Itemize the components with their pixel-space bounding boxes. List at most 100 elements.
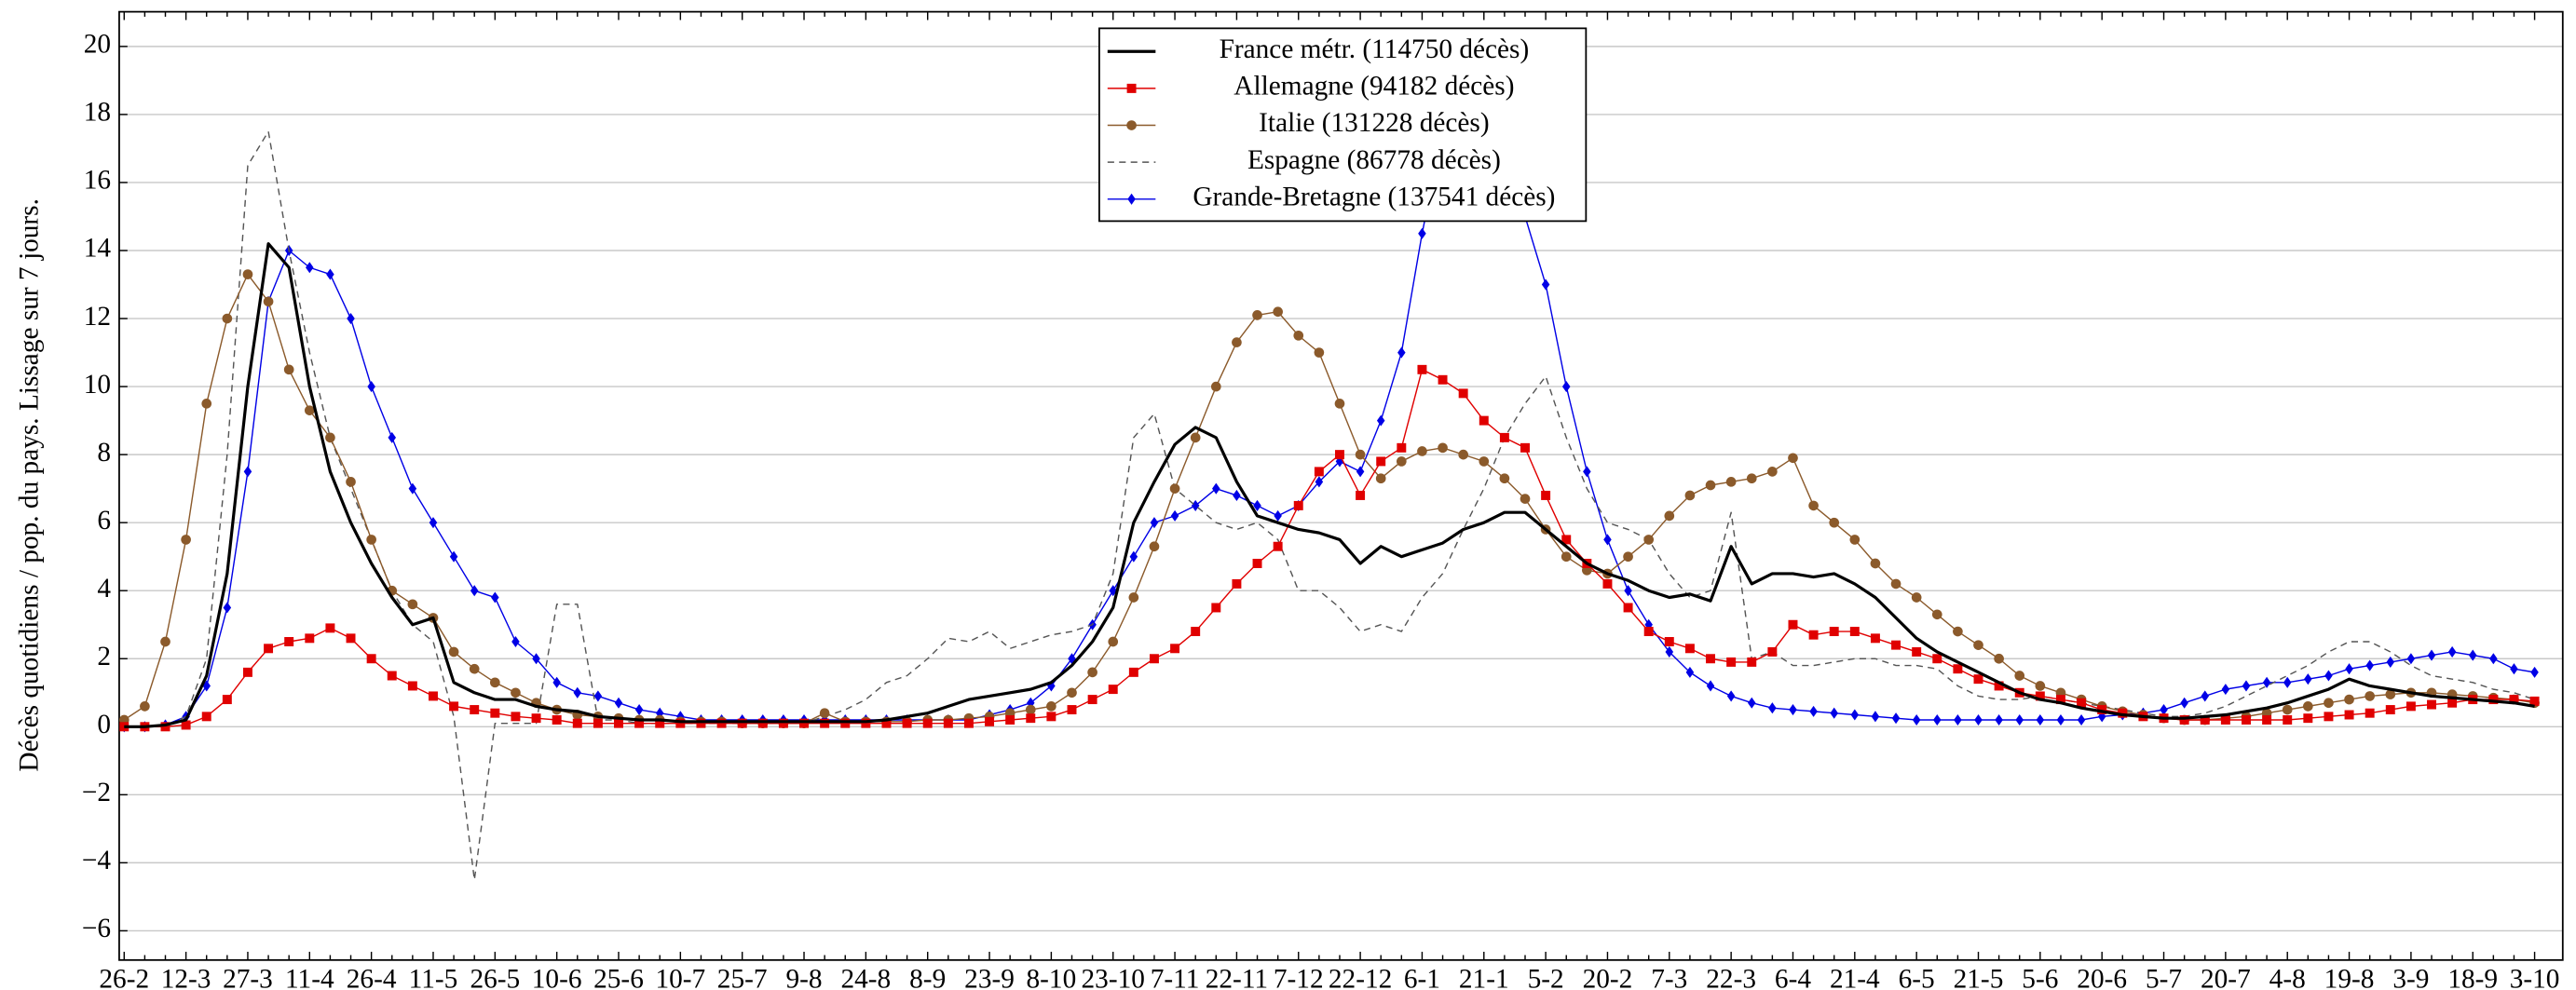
marker bbox=[201, 399, 212, 409]
x-tick-label: 8-10 bbox=[1027, 965, 1077, 990]
marker bbox=[140, 701, 150, 712]
marker bbox=[593, 718, 603, 728]
marker bbox=[2077, 698, 2087, 708]
marker bbox=[283, 364, 294, 375]
marker bbox=[1293, 330, 1304, 341]
marker bbox=[2118, 708, 2128, 718]
x-tick-label: 8-9 bbox=[909, 965, 946, 990]
marker bbox=[2509, 695, 2519, 705]
marker bbox=[2262, 715, 2272, 725]
marker bbox=[284, 637, 294, 646]
x-tick-label: 23-10 bbox=[1082, 965, 1145, 990]
marker bbox=[1026, 713, 1036, 724]
x-tick-label: 20-6 bbox=[2077, 965, 2127, 990]
marker bbox=[222, 695, 232, 705]
marker bbox=[1624, 585, 1632, 597]
marker bbox=[1314, 347, 1325, 358]
marker bbox=[1931, 609, 1942, 620]
marker bbox=[264, 644, 274, 654]
marker bbox=[160, 636, 170, 647]
marker bbox=[1830, 707, 1838, 719]
marker bbox=[1561, 551, 1572, 563]
marker bbox=[1458, 449, 1468, 460]
y-tick-label: 0 bbox=[97, 710, 111, 739]
marker bbox=[1829, 517, 1840, 528]
marker bbox=[160, 722, 170, 732]
y-axis-label: Décès quotidiens / pop. du pays. Lissage… bbox=[14, 198, 44, 771]
marker bbox=[1273, 306, 1283, 318]
marker bbox=[2302, 701, 2313, 712]
marker bbox=[778, 718, 788, 728]
marker bbox=[1912, 646, 1922, 657]
marker bbox=[449, 550, 458, 563]
marker bbox=[1190, 432, 1201, 443]
marker bbox=[2344, 694, 2354, 705]
marker bbox=[614, 718, 623, 728]
marker bbox=[1418, 227, 1426, 239]
marker bbox=[306, 262, 314, 274]
legend-marker bbox=[1126, 120, 1137, 130]
x-tick-label: 3-10 bbox=[2510, 965, 2560, 990]
x-tick-label: 22-3 bbox=[1706, 965, 1756, 990]
marker bbox=[1210, 381, 1221, 392]
x-tick-label: 10-6 bbox=[532, 965, 582, 990]
marker bbox=[366, 654, 376, 664]
marker bbox=[1541, 490, 1551, 500]
marker bbox=[1005, 715, 1015, 725]
marker bbox=[1212, 482, 1220, 495]
marker bbox=[1520, 494, 1531, 504]
marker bbox=[1273, 541, 1283, 551]
marker bbox=[1128, 592, 1139, 603]
marker bbox=[1417, 364, 1427, 374]
marker bbox=[1808, 500, 1819, 511]
x-tick-label: 5-7 bbox=[2146, 965, 2182, 990]
marker bbox=[2324, 698, 2334, 709]
x-tick-label: 20-2 bbox=[1583, 965, 1633, 990]
x-tick-label: 6-1 bbox=[1404, 965, 1440, 990]
x-tick-label: 6-5 bbox=[1899, 965, 1935, 990]
marker bbox=[1603, 534, 1612, 546]
x-tick-label: 4-8 bbox=[2269, 965, 2306, 990]
marker bbox=[242, 667, 252, 677]
x-tick-label: 25-7 bbox=[717, 965, 768, 990]
x-tick-label: 3-9 bbox=[2392, 965, 2429, 990]
marker bbox=[1706, 654, 1716, 664]
marker bbox=[223, 602, 232, 614]
marker bbox=[2447, 698, 2458, 708]
series-line bbox=[124, 130, 2535, 881]
legend-label: Grande-Bretagne (137541 décès) bbox=[1193, 183, 1555, 212]
marker bbox=[1726, 657, 1737, 667]
series-line bbox=[123, 273, 2535, 725]
marker bbox=[470, 705, 480, 715]
marker bbox=[2242, 715, 2251, 725]
marker bbox=[2447, 645, 2457, 658]
marker bbox=[1541, 278, 1550, 291]
marker bbox=[119, 722, 129, 732]
marker bbox=[1829, 627, 1839, 637]
marker bbox=[1253, 499, 1261, 511]
marker bbox=[1087, 667, 1097, 678]
marker bbox=[1911, 592, 1922, 603]
marker bbox=[1355, 449, 1366, 460]
marker bbox=[1274, 509, 1282, 522]
marker bbox=[2035, 691, 2045, 701]
marker bbox=[2385, 689, 2396, 699]
marker bbox=[985, 716, 995, 726]
marker bbox=[1870, 633, 1880, 644]
marker bbox=[511, 687, 521, 698]
legend-marker bbox=[1127, 193, 1136, 205]
marker bbox=[1479, 415, 1489, 426]
marker bbox=[2324, 712, 2334, 722]
marker bbox=[1684, 644, 1695, 654]
x-tick-label: 7-11 bbox=[1151, 965, 1200, 990]
x-tick-label: 6-4 bbox=[1775, 965, 1811, 990]
marker bbox=[1808, 630, 1819, 640]
x-tick-label: 26-2 bbox=[99, 965, 149, 990]
x-tick-label: 23-9 bbox=[964, 965, 1015, 990]
x-tick-label: 9-8 bbox=[785, 965, 822, 990]
marker bbox=[511, 635, 520, 648]
marker bbox=[1356, 490, 1366, 500]
series bbox=[124, 130, 2535, 881]
marker bbox=[408, 482, 417, 495]
marker bbox=[1438, 374, 1448, 385]
